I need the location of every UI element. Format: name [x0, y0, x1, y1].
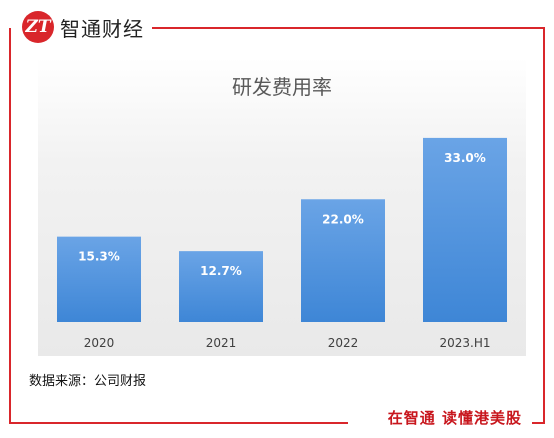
chart-title: 研发费用率	[232, 75, 332, 99]
bar-chart: 研发费用率 15.3% 2020 12.7% 2021 22.0% 2022 33.0% 202…	[57, 75, 507, 350]
slogan: 在智通 读懂港美股	[381, 407, 528, 428]
brand-logo-icon: ZT	[22, 11, 54, 43]
x-tick-label-2021: 2021	[206, 336, 237, 350]
x-tick-label-2022: 2022	[328, 336, 359, 350]
x-tick-label-2023.H1: 2023.H1	[439, 336, 490, 350]
brand-header: ZT 智通财经	[22, 10, 152, 44]
bar-2022	[301, 199, 385, 322]
data-label-2023.H1: 33.0%	[444, 151, 486, 165]
bar-2021	[179, 251, 263, 322]
brand-name: 智通财经	[60, 16, 144, 41]
data-label-2020: 15.3%	[78, 250, 120, 264]
chart-panel: 研发费用率 15.3% 2020 12.7% 2021 22.0% 2022 33.0% 202…	[38, 58, 526, 356]
data-label-2022: 22.0%	[322, 212, 364, 226]
source-note: 数据来源：公司财报	[29, 374, 147, 389]
data-label-2021: 12.7%	[200, 264, 242, 278]
bar-2023.H1	[423, 137, 507, 322]
bar-2020	[57, 236, 141, 322]
x-tick-label-2020: 2020	[84, 336, 115, 350]
